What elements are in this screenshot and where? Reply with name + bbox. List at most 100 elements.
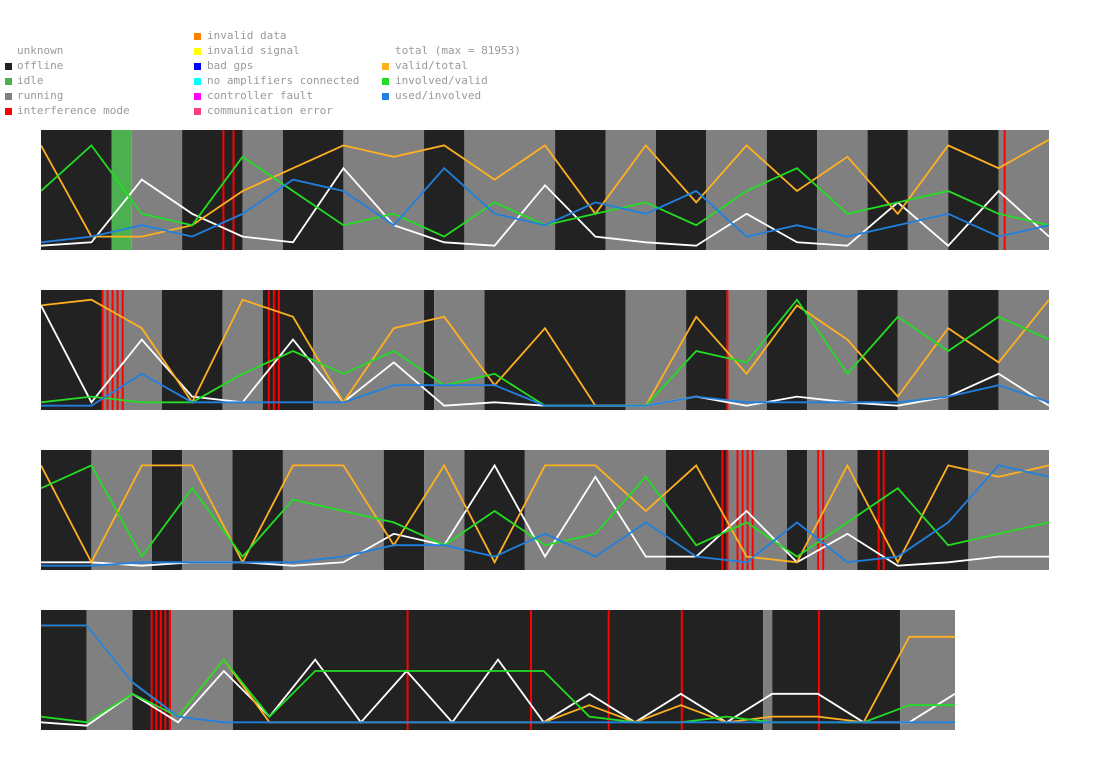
state-segment-offline (867, 130, 908, 250)
state-segment-offline (161, 290, 223, 410)
series-line-valid (41, 463, 1049, 565)
legend-label-invalid-signal: invalid signal (207, 44, 300, 57)
state-segment-offline (182, 130, 243, 250)
state-segment-offline (424, 290, 435, 410)
legend-swatch-used-involved (382, 93, 389, 100)
state-segment-offline (41, 610, 87, 730)
chart-strip-2 (41, 290, 1049, 410)
legend-swatch-involved-valid (382, 78, 389, 85)
chart-strip-1 (41, 130, 1049, 250)
interference-mark (267, 290, 270, 410)
legend-swatch-valid-total (382, 63, 389, 70)
series-line-total (41, 166, 1049, 247)
state-segment-running (91, 450, 152, 570)
state-segment-offline (555, 130, 606, 250)
chart-strip-3 (41, 450, 1049, 570)
state-segment-offline (484, 290, 626, 410)
interference-mark (121, 290, 124, 410)
interference-mark (726, 450, 729, 570)
legend-label-communication-error: communication error (207, 104, 333, 117)
state-segment-running (897, 290, 949, 410)
state-segment-running (907, 130, 949, 250)
interference-mark (736, 450, 739, 570)
state-segment-offline (786, 450, 808, 570)
legend-label-offline: offline (17, 59, 64, 72)
interference-mark (222, 130, 225, 250)
legend-swatch-controller-fault (194, 93, 201, 100)
interference-mark (721, 450, 724, 570)
interference-mark (111, 290, 114, 410)
state-segment-offline (665, 450, 727, 570)
state-segment-running (625, 290, 687, 410)
state-segment-offline (766, 130, 818, 250)
legend-swatch-idle (5, 78, 12, 85)
series-line-involved (41, 464, 1049, 559)
legend-label-unknown: unknown (17, 44, 64, 57)
legend-swatch-interference (5, 108, 12, 115)
state-segment-offline (857, 450, 969, 570)
state-segment-offline (232, 610, 764, 730)
legend-label-total: total (max = 81953) (395, 44, 521, 57)
state-segment-running (424, 450, 465, 570)
legend-swatch-offline (5, 63, 12, 70)
state-segment-offline (948, 290, 999, 410)
state-segment-offline (857, 290, 898, 410)
state-segment-running (998, 130, 1049, 250)
interference-mark (277, 290, 280, 410)
interference-mark (150, 610, 153, 730)
interference-mark (529, 610, 532, 730)
interference-mark (159, 610, 162, 730)
legend-label-involved-valid: involved/valid (395, 74, 488, 87)
legend-label-bad-gps: bad gps (207, 59, 254, 72)
interference-mark (406, 610, 409, 730)
state-segment-running (968, 450, 1049, 570)
state-segment-running (726, 450, 787, 570)
interference-mark (607, 610, 610, 730)
interference-mark (101, 290, 104, 410)
interference-mark (116, 290, 119, 410)
state-segment-offline (772, 610, 901, 730)
legend-label-interference: interference mode (17, 104, 130, 117)
state-segment-offline (132, 610, 169, 730)
interference-mark (817, 450, 820, 570)
series-line-valid (41, 138, 1049, 238)
state-segment-offline (655, 130, 707, 250)
state-segment-offline (686, 290, 727, 410)
interference-mark (877, 450, 880, 570)
state-segment-running (313, 290, 425, 410)
state-segment-offline (383, 450, 425, 570)
interference-mark (882, 450, 885, 570)
state-segment-running (434, 290, 485, 410)
state-segment-running (900, 610, 955, 730)
state-segment-running (726, 290, 767, 410)
state-segment-running (168, 610, 233, 730)
interference-mark (106, 290, 109, 410)
interference-mark (817, 610, 820, 730)
interference-mark (680, 610, 683, 730)
state-segment-running (282, 450, 384, 570)
state-segment-offline (41, 290, 102, 410)
series-line-used (41, 624, 955, 724)
state-segment-idle (111, 130, 132, 250)
legend-label-invalid-data: invalid data (207, 29, 287, 42)
series-line-used (41, 464, 1049, 567)
interference-mark (1003, 130, 1006, 250)
legend-label-idle: idle (17, 74, 44, 87)
legend-label-no-amplifiers: no amplifiers connected (207, 74, 360, 87)
interference-mark (232, 130, 235, 250)
interference-mark (155, 610, 158, 730)
interference-mark (741, 450, 744, 570)
series-line-valid (41, 298, 1049, 407)
legend-swatch-communication-error (194, 108, 201, 115)
state-segment-running (101, 290, 162, 410)
legend-label-used-involved: used/involved (395, 89, 482, 102)
legend-swatch-running (5, 93, 12, 100)
state-segment-running (817, 130, 868, 250)
series-line-used (41, 166, 1049, 244)
legend-label-valid-total: valid/total (395, 59, 468, 72)
interference-mark (726, 290, 729, 410)
state-segment-offline (262, 290, 314, 410)
state-segment-running (763, 610, 773, 730)
state-segment-running (86, 610, 133, 730)
state-segment-running (706, 130, 767, 250)
